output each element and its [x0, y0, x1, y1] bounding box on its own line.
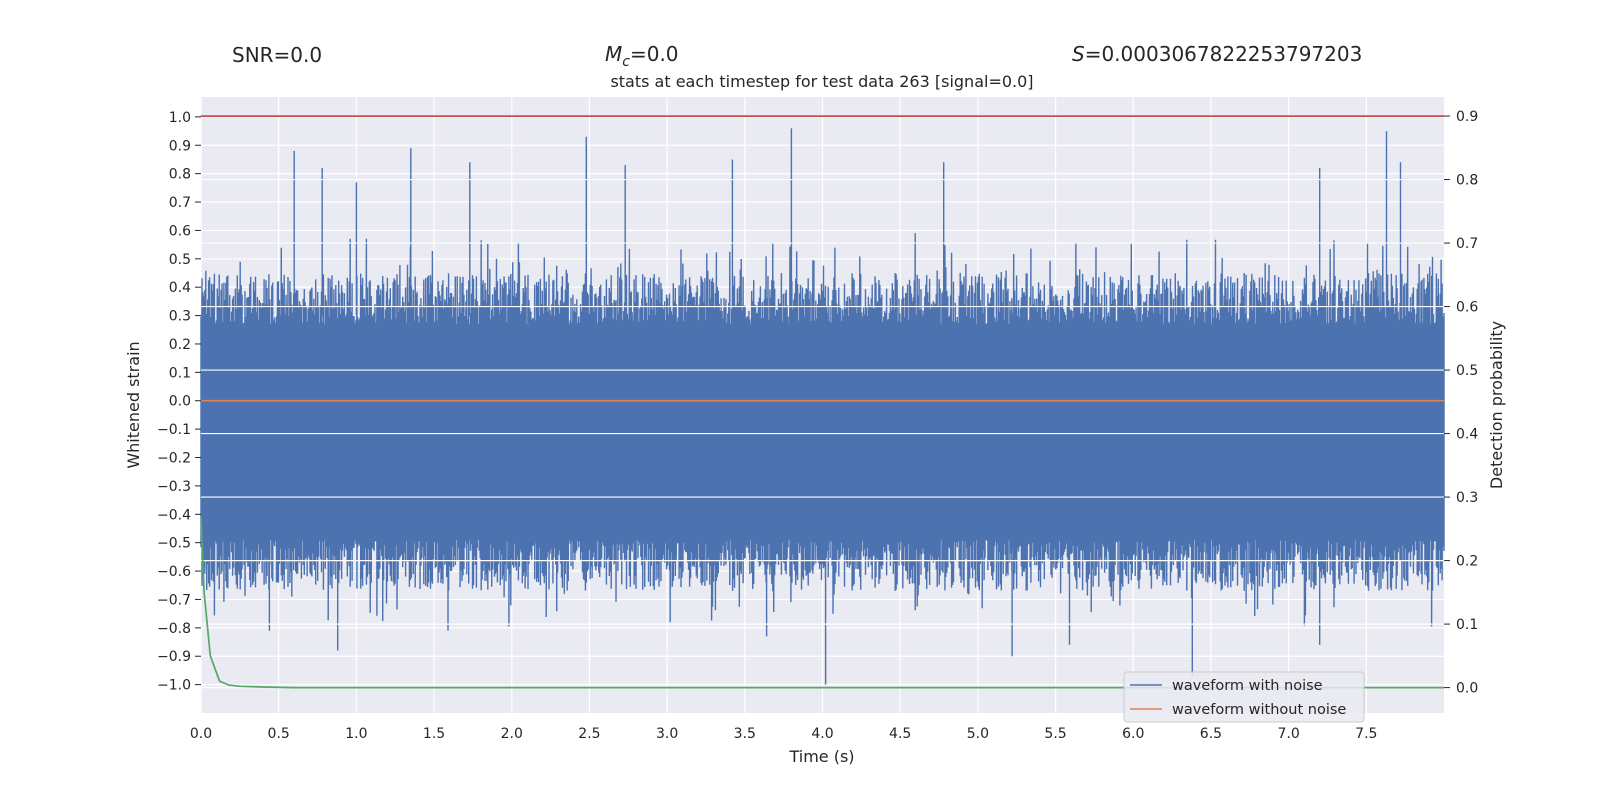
legend-box	[1123, 671, 1365, 723]
y-tick-label: 0.3	[169, 309, 191, 325]
right-tick-label: 0.2	[1456, 554, 1478, 570]
y-tick-label: 0.4	[169, 280, 191, 296]
right-tick-label: 0.4	[1456, 427, 1478, 443]
right-tick-label: 0.9	[1456, 109, 1478, 125]
y-tick-label: −0.9	[157, 649, 191, 665]
x-tick-label: 4.5	[889, 726, 911, 742]
right-gridlines	[201, 115, 1444, 689]
x-tick-label: 7.0	[1277, 726, 1299, 742]
s-label: S=0.0003067822253797203	[1072, 42, 1362, 66]
right-y-axis-label: Detection probability	[1487, 321, 1506, 489]
y-tick-label: −0.7	[157, 592, 191, 608]
x-tick-label: 4.0	[811, 726, 833, 742]
x-tick-label: 1.0	[345, 726, 367, 742]
right-tick-label: 0.5	[1456, 363, 1478, 379]
y-tick-label: 0.2	[169, 337, 191, 353]
y-tick-label: 0.9	[169, 138, 191, 154]
y-tick-label: 0.6	[169, 223, 191, 239]
mc-symbol: M	[605, 42, 622, 66]
x-tick-label: 0.5	[268, 726, 290, 742]
right-tick-label: 0.3	[1456, 490, 1478, 506]
y-tick-label: 0.7	[169, 195, 191, 211]
x-tick-label: 2.5	[578, 726, 600, 742]
x-tick-label: 5.5	[1044, 726, 1066, 742]
y-tick-label: −0.6	[157, 564, 191, 580]
x-tick-labels: 0.0 0.5 1.0 1.5 2.0 2.5 3.0 3.5 4.0 4.5 5.0 5.5 6.0 6…	[190, 726, 1378, 742]
right-tick-label: 0.7	[1456, 236, 1478, 252]
y-axis-label: Whitened strain	[124, 341, 143, 468]
mc-label: Mc=0.0	[605, 42, 679, 70]
x-tick-label: 7.5	[1355, 726, 1377, 742]
x-axis-label: Time (s)	[788, 747, 854, 766]
y-tick-label: −1.0	[157, 678, 191, 694]
legend-label-clean: waveform without noise	[1172, 702, 1346, 718]
x-tick-label: 1.5	[423, 726, 445, 742]
right-tick-label: 0.8	[1456, 173, 1478, 189]
legend-label-noise: waveform with noise	[1172, 678, 1323, 694]
y-tick-label: −0.3	[157, 479, 191, 495]
y-tick-label: −0.2	[157, 451, 191, 467]
y-tick-label: −0.5	[157, 536, 191, 552]
mc-value: =0.0	[630, 42, 679, 66]
s-symbol: S	[1072, 42, 1085, 66]
y-tick-label: −0.8	[157, 621, 191, 637]
series-lines	[200, 115, 1444, 689]
chart-title: stats at each timestep for test data 263…	[610, 72, 1033, 91]
y-tick-label: 0.5	[169, 252, 191, 268]
y-tick-labels: −1.0 −0.9 −0.8 −0.7 −0.6 −0.5 −0.4 −0.3 −0.2 −0.1…	[157, 110, 201, 694]
x-tick-label: 6.0	[1122, 726, 1144, 742]
right-tick-labels: 0.0 0.1 0.2 0.3 0.4 0.5 0.6 0.7 0.8 0.9	[1444, 109, 1478, 697]
x-tick-label: 6.5	[1200, 726, 1222, 742]
snr-label: SNR=0.0	[232, 43, 322, 67]
y-tick-label: 0.0	[169, 394, 191, 410]
y-tick-label: −0.1	[157, 422, 191, 438]
legend: waveform with noise waveform without noi…	[1123, 671, 1365, 723]
x-tick-label: 5.0	[967, 726, 989, 742]
detection-probability-line	[200, 516, 1444, 689]
mc-subscript: c	[622, 54, 630, 70]
y-tick-label: 0.1	[169, 365, 191, 381]
x-tick-label: 3.5	[734, 726, 756, 742]
right-tick-label: 0.0	[1456, 681, 1478, 697]
right-tick-label: 0.1	[1456, 617, 1478, 633]
y-tick-label: 0.8	[169, 167, 191, 183]
right-tick-label: 0.6	[1456, 300, 1478, 316]
y-tick-label: 1.0	[169, 110, 191, 126]
y-tick-label: −0.4	[157, 507, 191, 523]
x-tick-label: 0.0	[190, 726, 212, 742]
s-value: =0.0003067822253797203	[1085, 42, 1363, 66]
x-tick-label: 2.0	[501, 726, 523, 742]
x-tick-label: 3.0	[656, 726, 678, 742]
